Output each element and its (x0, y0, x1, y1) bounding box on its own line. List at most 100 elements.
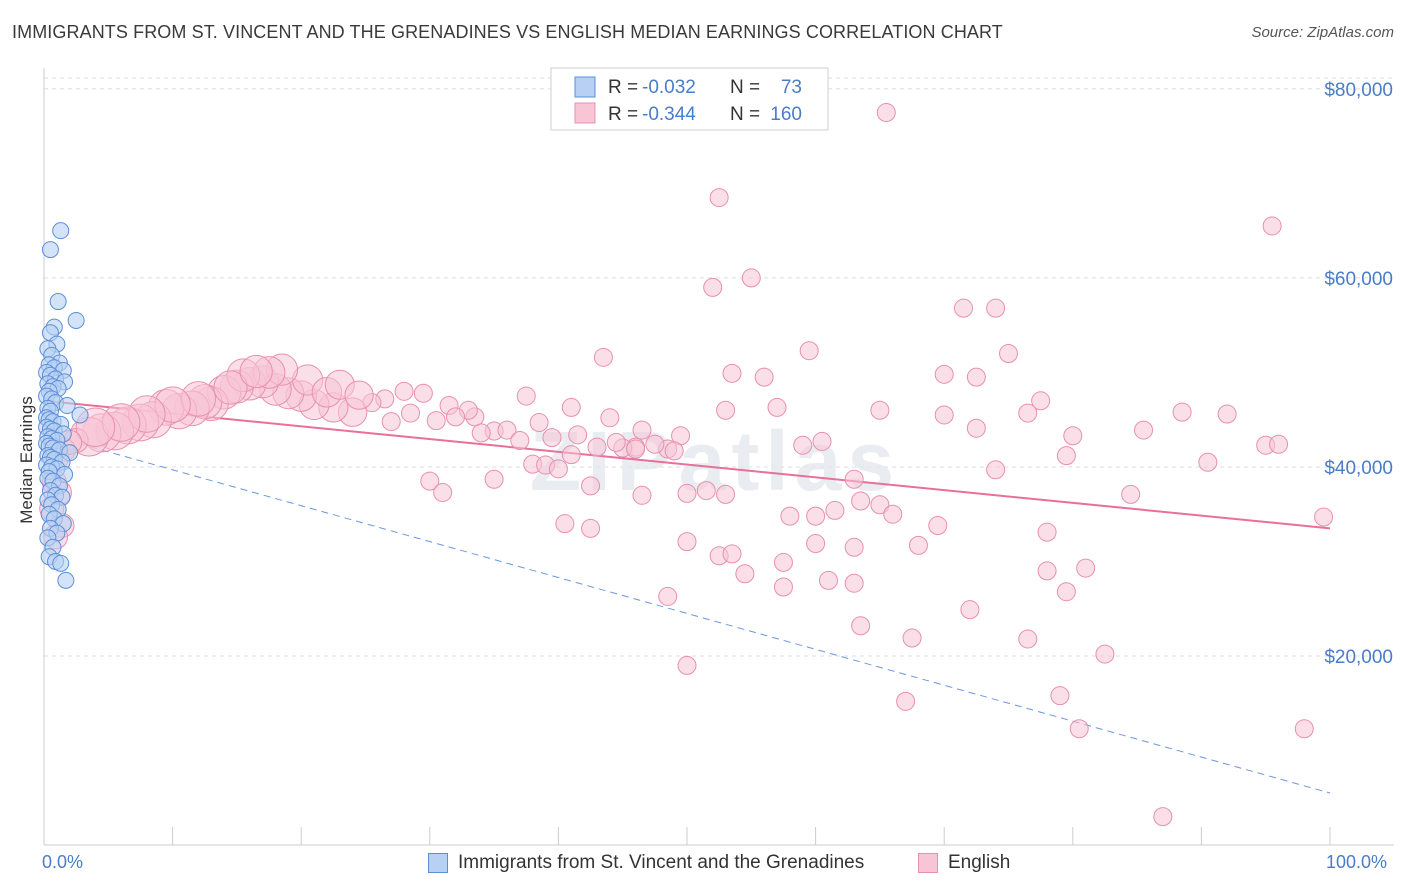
english-point (908, 535, 928, 555)
english-point (722, 544, 742, 564)
english-point (883, 504, 903, 524)
trend-lines (43, 399, 1331, 794)
english-point (632, 420, 652, 440)
y-tick-label: $60,000 (1324, 269, 1393, 290)
y-tick-label: $20,000 (1324, 647, 1393, 668)
english-point (806, 534, 826, 554)
english-point (966, 367, 986, 387)
english-point (471, 423, 491, 443)
english-point (433, 482, 453, 502)
y-tick-labels: $20,000 $40,000 $60,000 $80,000 (1324, 80, 1393, 668)
english-point (542, 428, 562, 448)
bottom-legend-label-immigrants: Immigrants from St. Vincent and the Gren… (458, 852, 865, 873)
legend-swatch-pink (574, 102, 596, 124)
legend-n-label-1: N = (730, 77, 760, 98)
english-point (1172, 402, 1192, 422)
english-point (722, 363, 742, 383)
english-point (767, 397, 787, 417)
english-point (876, 103, 896, 123)
legend-r-label-2: R = (608, 104, 638, 125)
english-point (799, 341, 819, 361)
english-point (844, 573, 864, 593)
english-point (773, 577, 793, 597)
english-point (986, 298, 1006, 318)
immigrant-point (67, 311, 85, 329)
english-point (446, 407, 466, 427)
english-point (1076, 558, 1096, 578)
english-point (1056, 446, 1076, 466)
y-tick-label: $40,000 (1324, 458, 1393, 479)
immigrant-point (52, 554, 70, 572)
english-point (953, 298, 973, 318)
english-point (780, 506, 800, 526)
english-point (606, 432, 626, 452)
english-points (39, 103, 1334, 827)
english-point (632, 485, 652, 505)
immigrant-point (58, 397, 76, 415)
y-axis-label: Median Earnings (17, 396, 36, 524)
legend-n-value-2: 160 (770, 104, 802, 125)
english-point (561, 397, 581, 417)
english-point (896, 691, 916, 711)
english-point (851, 491, 871, 511)
english-point (626, 439, 646, 459)
legend-r-label-1: R = (608, 77, 638, 98)
english-point (696, 481, 716, 501)
english-point (213, 370, 248, 405)
english-point (986, 460, 1006, 480)
english-point (999, 344, 1018, 364)
english-point (1063, 426, 1083, 446)
legend-n-value-1: 73 (781, 77, 802, 98)
bottom-legend: Immigrants from St. Vincent and the Gren… (0, 850, 1406, 880)
english-point (844, 469, 864, 489)
axes (43, 68, 1394, 846)
immigrants-trend-line (43, 433, 1331, 794)
english-point (381, 412, 401, 432)
english-point (413, 383, 433, 403)
english-point (793, 435, 813, 455)
english-point (1134, 420, 1154, 440)
english-point (960, 600, 980, 620)
english-point (1269, 434, 1289, 454)
english-point (1217, 404, 1237, 424)
legend-r-value-1: -0.032 (642, 77, 696, 98)
english-point (754, 367, 774, 387)
bottom-legend-swatch-pink (918, 853, 938, 873)
svg-immigrant-points (38, 222, 89, 589)
english-point (555, 514, 575, 534)
english-point (658, 586, 678, 606)
english-point (1050, 686, 1070, 706)
english-point (812, 431, 832, 451)
english-point (239, 354, 273, 389)
english-point (1037, 561, 1057, 581)
y-tick-label: $80,000 (1324, 80, 1393, 101)
immigrant-point (71, 406, 89, 424)
english-point (561, 445, 581, 465)
english-point (741, 268, 761, 288)
english-point (818, 570, 838, 590)
english-point (716, 400, 736, 420)
english-point (1018, 403, 1038, 423)
english-point (401, 403, 421, 423)
bottom-legend-item-english[interactable]: English (918, 852, 1010, 874)
english-point (497, 420, 517, 440)
bottom-legend-item-immigrants[interactable]: Immigrants from St. Vincent and the Gren… (428, 852, 864, 874)
english-trend-line (43, 399, 1331, 530)
english-point (568, 425, 588, 445)
english-point (677, 483, 697, 503)
english-point (825, 500, 845, 520)
english-point (934, 405, 954, 425)
english-point (581, 476, 601, 496)
english-point (1095, 644, 1115, 664)
english-point (709, 188, 729, 208)
english-point (529, 413, 549, 433)
english-point (484, 469, 504, 489)
legend-box: R = -0.032 N = 73 R = -0.344 N = 160 (550, 67, 829, 131)
english-point (1037, 522, 1057, 542)
english-point (677, 655, 697, 675)
english-point (966, 418, 986, 438)
english-point (703, 277, 723, 297)
english-point (510, 430, 530, 450)
english-point (806, 506, 826, 526)
english-point (870, 495, 890, 515)
